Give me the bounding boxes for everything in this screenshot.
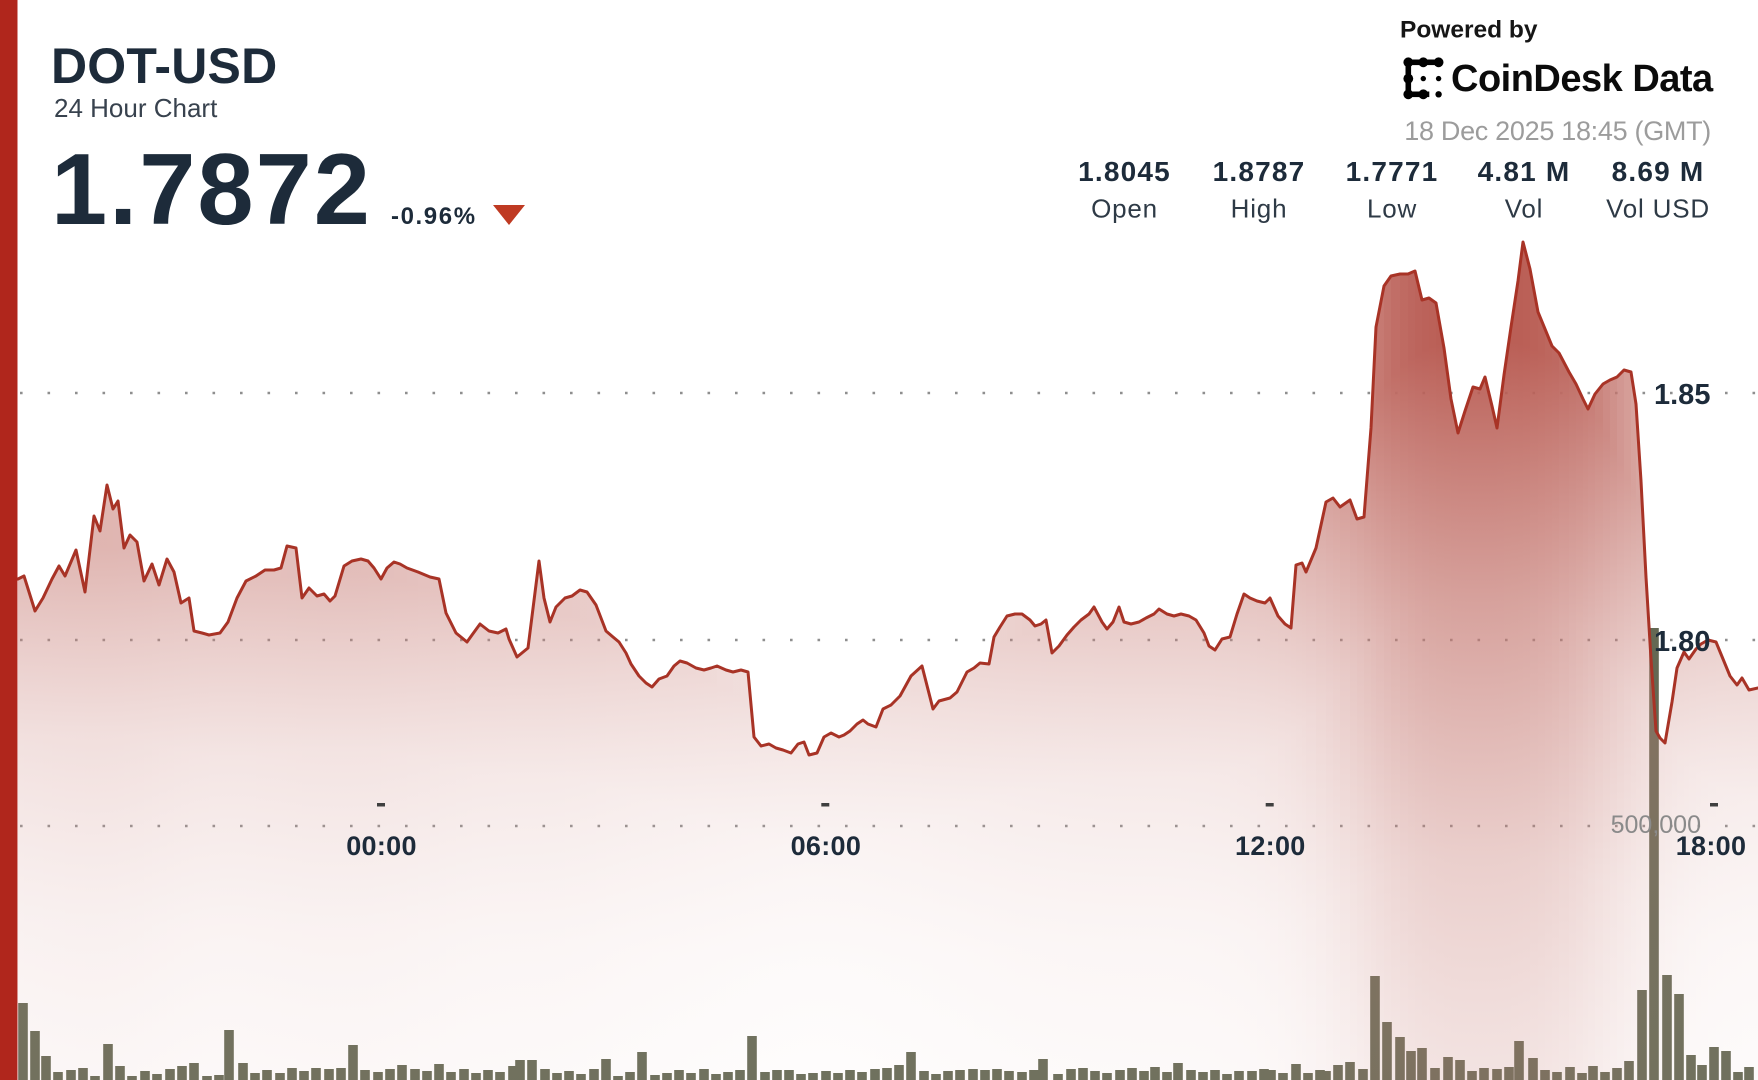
svg-text:06:00: 06:00 [791,831,862,861]
svg-text:Low: Low [1367,194,1417,224]
svg-text:CoinDesk Data: CoinDesk Data [1451,58,1714,100]
svg-text:1.8787: 1.8787 [1213,156,1306,187]
svg-text:Open: Open [1091,194,1158,224]
svg-text:High: High [1231,194,1288,224]
svg-text:1.85: 1.85 [1654,379,1710,411]
svg-text:500,000: 500,000 [1611,811,1701,839]
svg-text:1.7872: 1.7872 [51,134,372,246]
svg-text:24 Hour Chart: 24 Hour Chart [54,93,218,123]
svg-text:-0.96%: -0.96% [391,203,477,230]
svg-text:18:00: 18:00 [1676,831,1747,861]
svg-text:Vol USD: Vol USD [1606,194,1710,224]
svg-text:Powered by: Powered by [1400,17,1538,44]
svg-text:1.8045: 1.8045 [1078,156,1171,187]
svg-text:1.80: 1.80 [1654,626,1710,658]
svg-text:4.81 M: 4.81 M [1478,156,1571,187]
svg-text:18 Dec 2025 18:45 (GMT): 18 Dec 2025 18:45 (GMT) [1404,116,1711,146]
svg-text:00:00: 00:00 [346,831,417,861]
svg-text:1.7771: 1.7771 [1346,156,1439,187]
svg-text:DOT-USD: DOT-USD [51,38,277,94]
svg-text:8.69 M: 8.69 M [1612,156,1705,187]
svg-text:12:00: 12:00 [1235,831,1306,861]
svg-text:Vol: Vol [1505,194,1544,224]
